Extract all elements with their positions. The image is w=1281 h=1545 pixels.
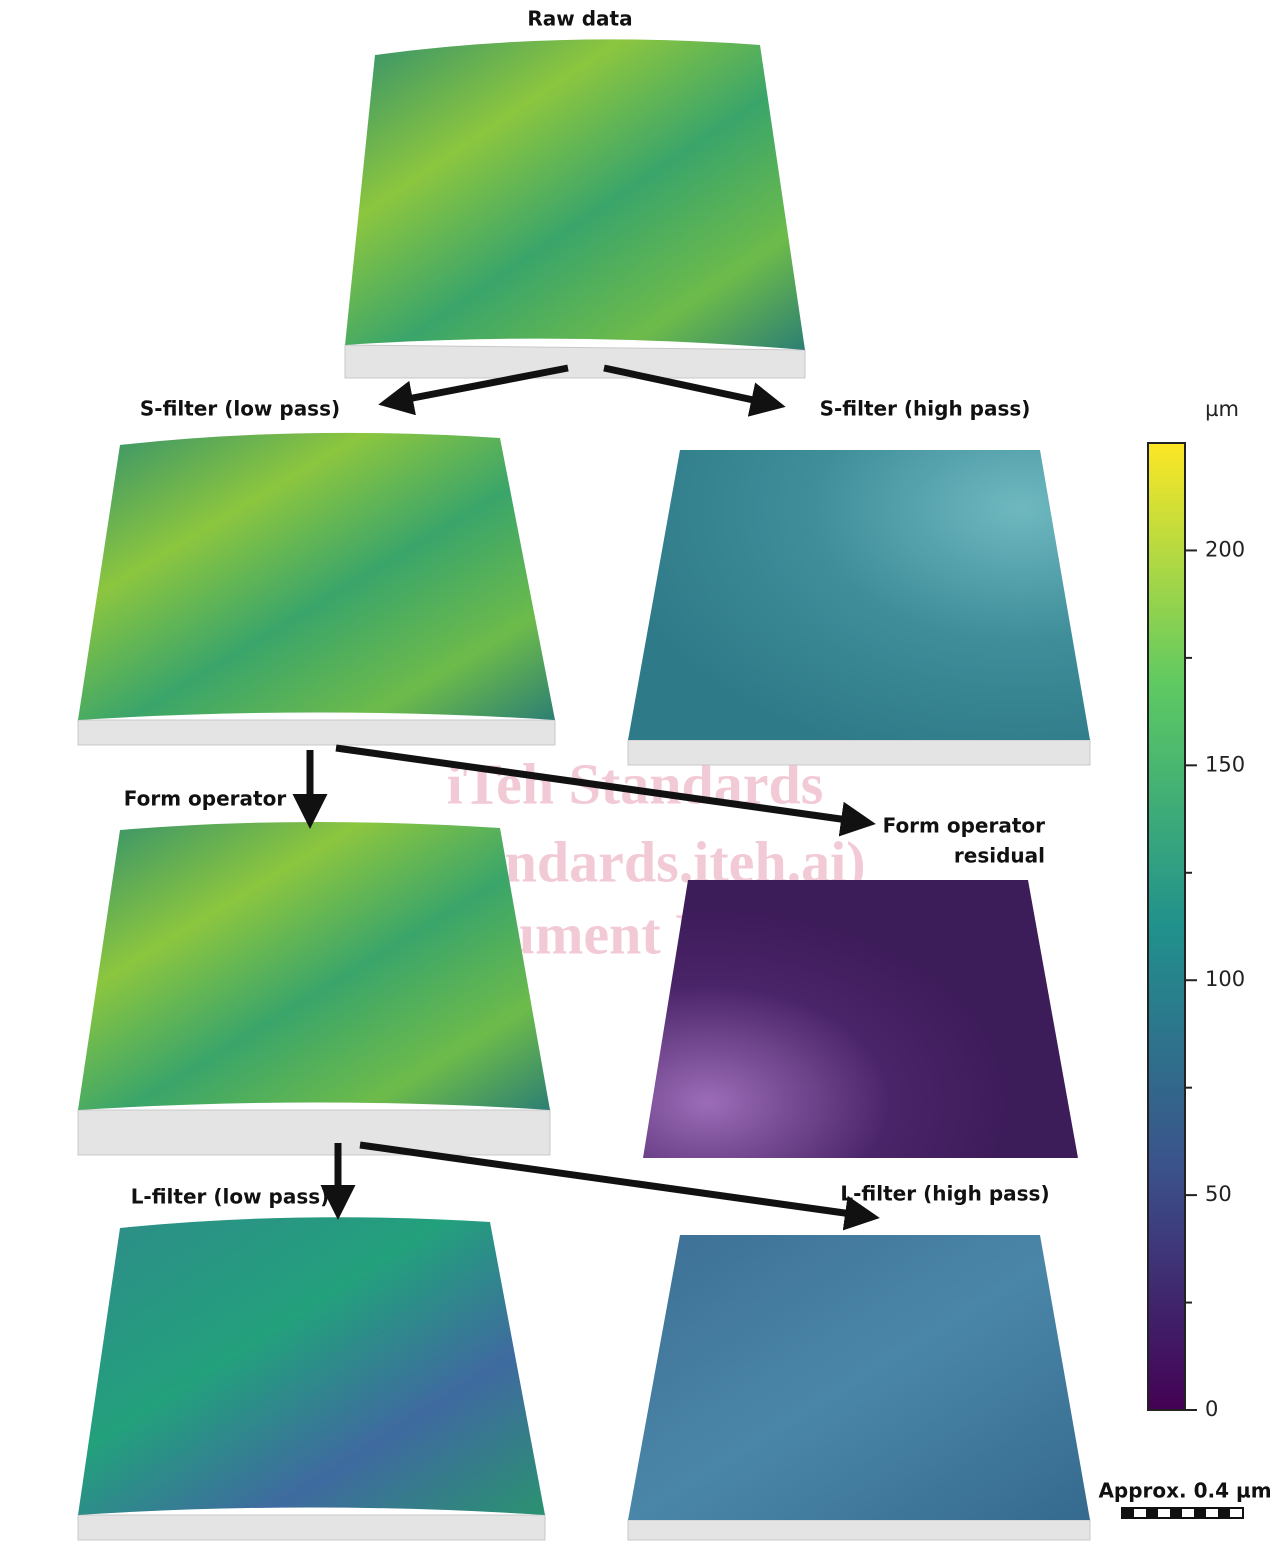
figure: iTeh Standards (standards.iteh.ai) Docum… (0, 0, 1281, 1541)
panel-label: L-filter (high pass) (840, 1182, 1049, 1206)
surface-form (78, 822, 550, 1155)
surface-form-residual (643, 880, 1078, 1158)
colorbar-tick-label: 100 (1205, 967, 1245, 991)
panel-label: Form operator (883, 814, 1046, 838)
panel-label: L-filter (low pass) (131, 1185, 330, 1209)
panel-label: residual (954, 844, 1045, 868)
panel-label: S-filter (low pass) (140, 397, 340, 421)
colorbar-gradient (1148, 443, 1185, 1410)
panel-label: Raw data (527, 7, 632, 31)
colorbar-tick-label: 0 (1205, 1397, 1218, 1421)
colorbar: µm 0 50 100 150 200 (1148, 397, 1245, 1421)
surface-l-high (628, 1235, 1090, 1540)
surface-raw (345, 39, 805, 378)
surface-s-low (78, 433, 555, 745)
surface-l-low (78, 1217, 545, 1540)
colorbar-tick-label: 50 (1205, 1182, 1232, 1206)
page: {"panels": { "raw": {"label": "Raw data"… (0, 0, 1281, 1541)
surface-s-high (628, 450, 1090, 765)
colorbar-tick-label: 200 (1205, 537, 1245, 561)
colorbar-unit: µm (1205, 397, 1239, 421)
panel-label: S-filter (high pass) (820, 397, 1031, 421)
scale-bar (1122, 1508, 1243, 1518)
scale-bar-label: Approx. 0.4 µm (1098, 1479, 1271, 1503)
panel-label: Form operator (124, 787, 287, 811)
colorbar-tick-label: 150 (1205, 752, 1245, 776)
